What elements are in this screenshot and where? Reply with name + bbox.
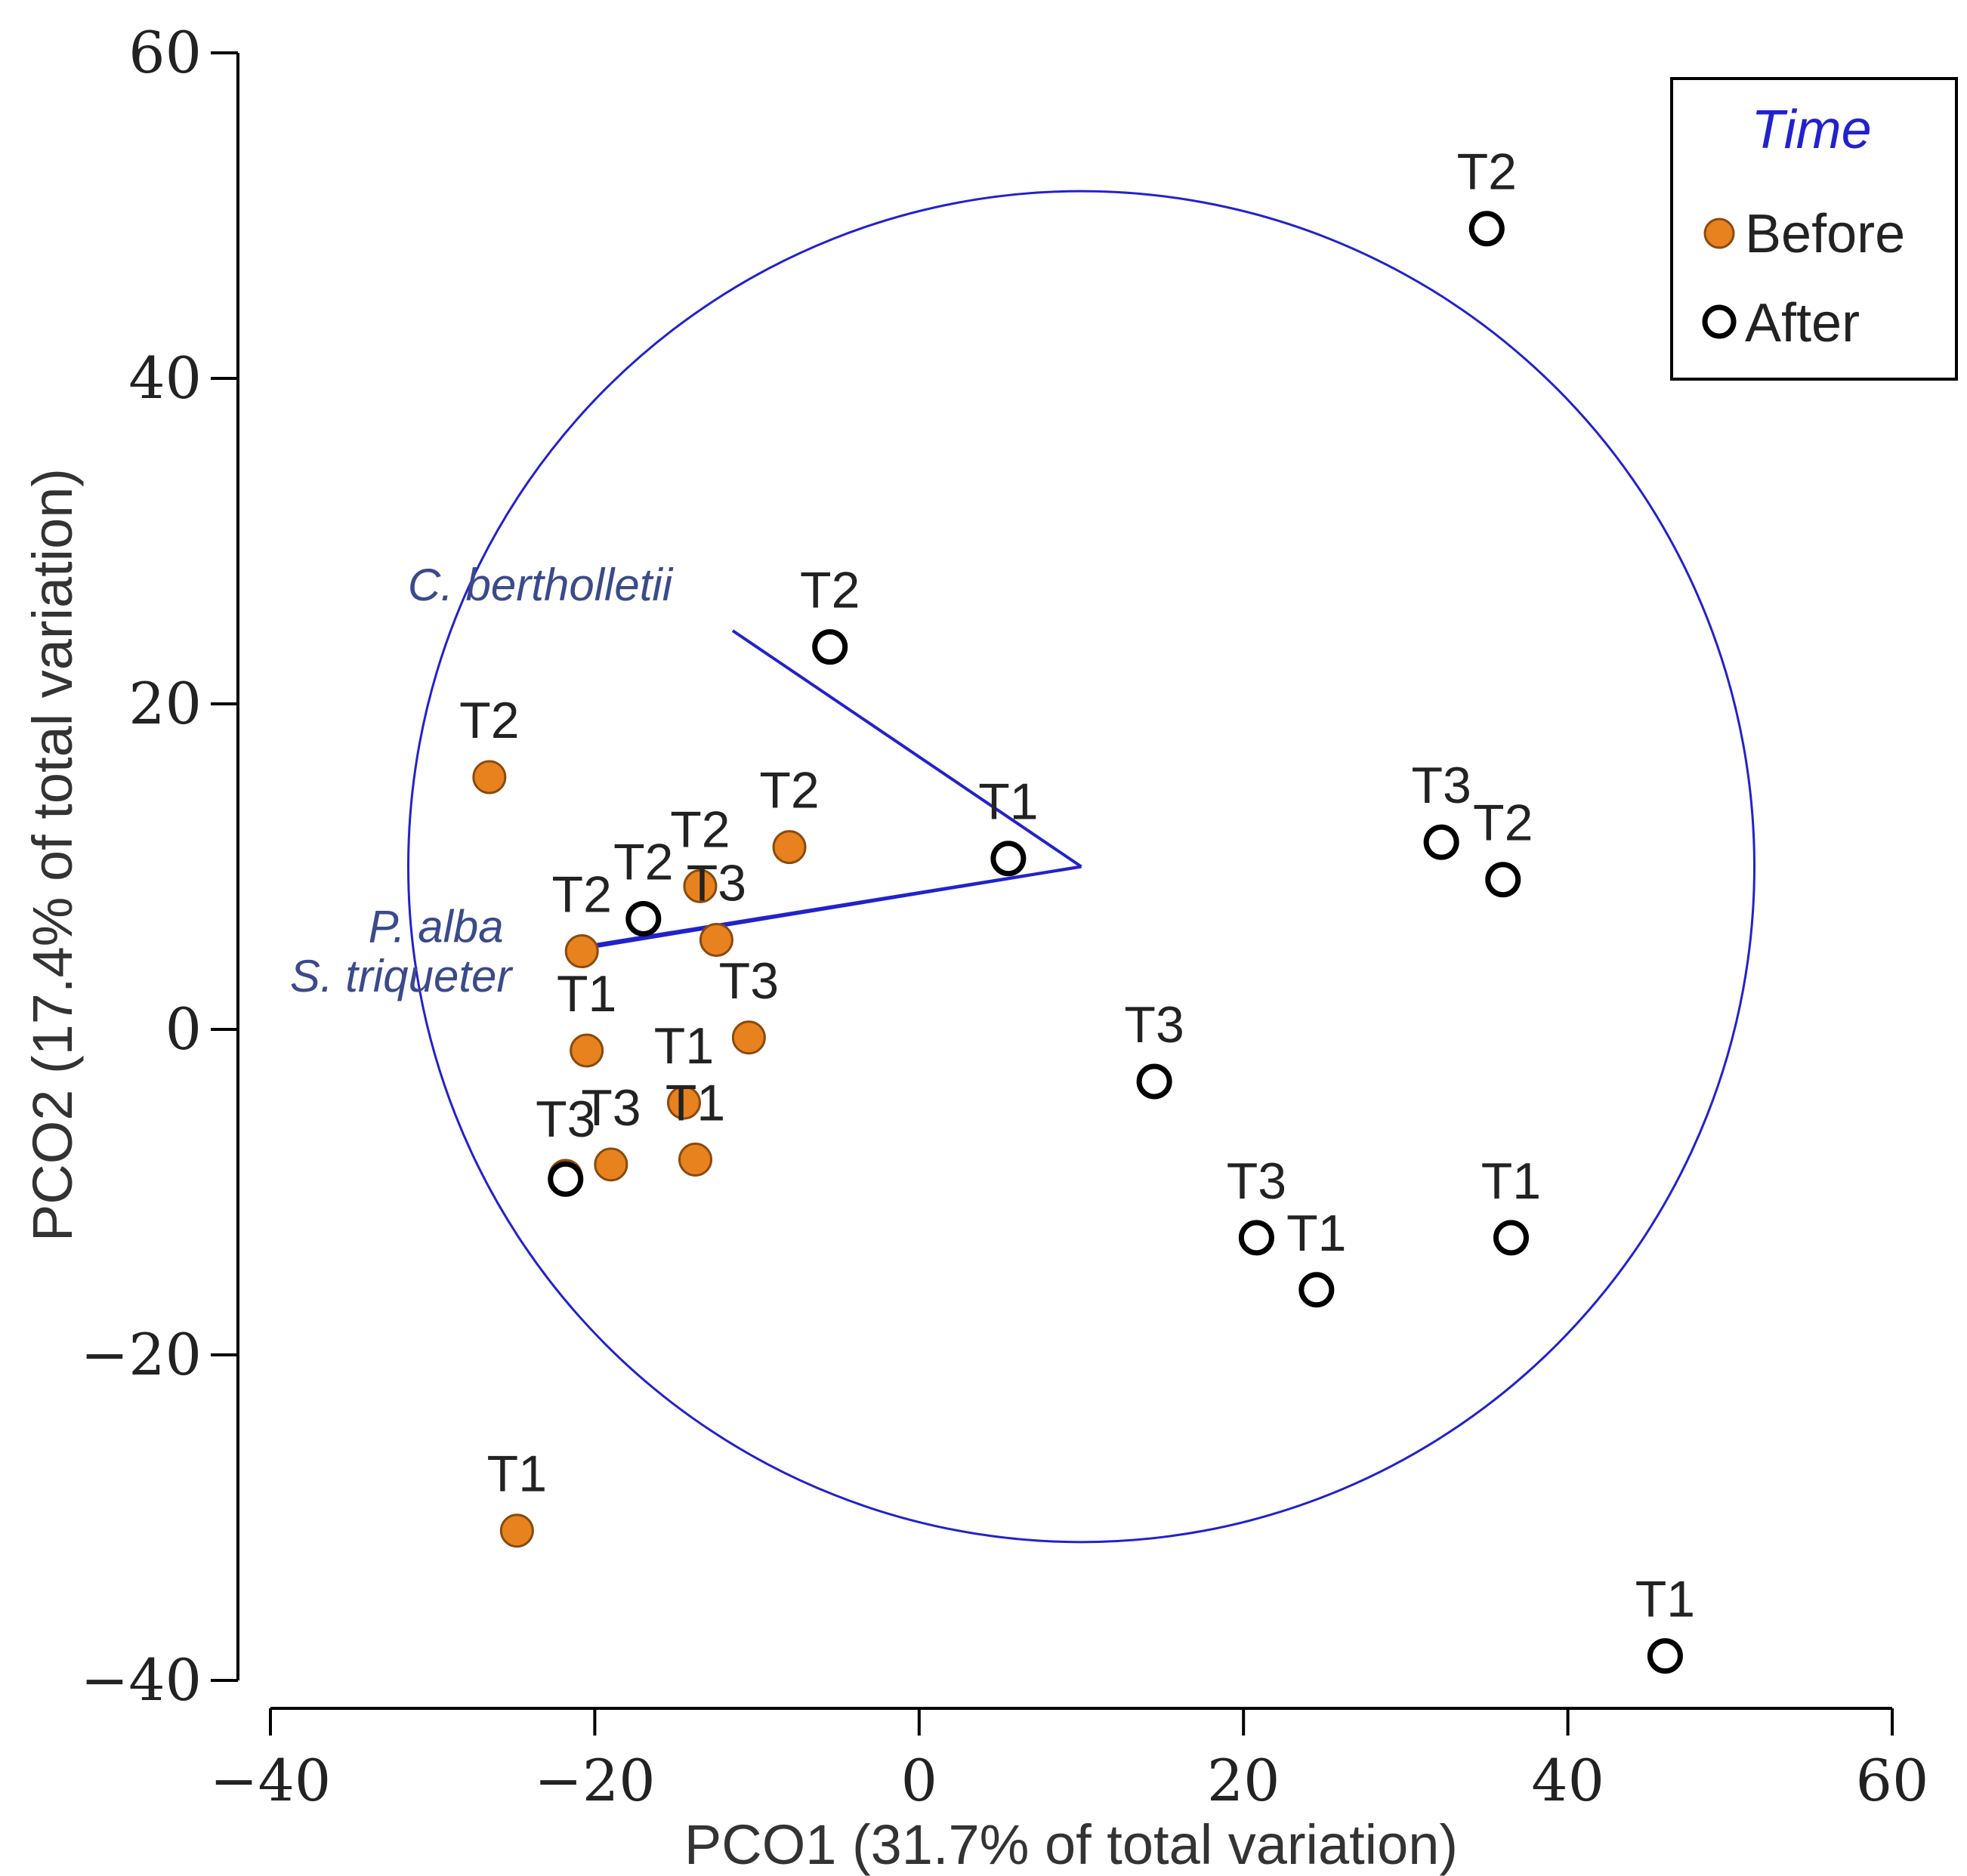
after-point — [1493, 1220, 1529, 1256]
point-label: T3 — [581, 1079, 641, 1137]
point-label: T3 — [536, 1091, 595, 1148]
correlation-circle-layer — [406, 190, 1756, 1544]
legend: Time Before After — [1670, 77, 1958, 381]
axes: −40 −20 0 20 40 60 −40 −20 0 20 40 60 — [81, 19, 1929, 1814]
after-point — [1238, 1220, 1274, 1256]
after-point — [1485, 862, 1521, 898]
before-point — [678, 1142, 713, 1177]
x-axis-title: PCO1 (31.7% of total variation) — [684, 1813, 1458, 1876]
after-point — [812, 629, 848, 665]
y-tick-label: −40 — [81, 1646, 202, 1714]
point-label: T2 — [800, 562, 860, 619]
point-label: T3 — [687, 854, 746, 912]
correlation-circle — [406, 190, 1756, 1544]
before-point — [570, 1033, 604, 1068]
legend-before-marker — [1703, 218, 1735, 249]
point-label: T1 — [654, 1017, 714, 1075]
point-label: T2 — [759, 762, 819, 819]
point-label: T3 — [719, 952, 779, 1010]
vector-label: P. alba — [369, 901, 504, 952]
y-tick-label: 40 — [128, 344, 202, 412]
y-tick-label: −20 — [81, 1321, 202, 1388]
point-label: T2 — [552, 866, 612, 924]
after-point — [1468, 211, 1505, 247]
before-point — [472, 760, 507, 795]
after-point — [1423, 824, 1459, 860]
point-label: T2 — [1473, 795, 1533, 852]
before-point — [683, 869, 718, 903]
point-label: T2 — [670, 801, 730, 858]
before-point — [731, 1020, 766, 1055]
vector-label: C. bertholletii — [408, 560, 674, 610]
before-point — [594, 1147, 628, 1182]
point-label: T1 — [1286, 1205, 1346, 1262]
before-point — [666, 1085, 701, 1120]
after-point — [1647, 1638, 1683, 1674]
x-tick-label: −40 — [210, 1747, 331, 1814]
point-label: T2 — [459, 692, 519, 749]
after-point — [990, 841, 1027, 877]
point-label: T2 — [1457, 143, 1517, 201]
after-point — [548, 1161, 584, 1197]
before-point — [564, 934, 599, 969]
y-tick-label: 20 — [128, 670, 202, 737]
points-layer — [472, 211, 1683, 1674]
after-point — [1136, 1063, 1172, 1100]
point-label: T3 — [1124, 996, 1184, 1054]
y-tick-label: 60 — [128, 19, 202, 86]
point-label: T2 — [613, 833, 673, 890]
after-point — [625, 900, 662, 936]
vector-label: S. triqueter — [290, 951, 513, 1001]
x-tick-label: −20 — [534, 1747, 655, 1814]
before-point — [699, 922, 733, 957]
x-tick-label: 20 — [1207, 1747, 1280, 1814]
point-label: T3 — [1227, 1152, 1286, 1210]
after-point — [1298, 1272, 1335, 1308]
point-label: T1 — [665, 1074, 725, 1131]
point-label: T1 — [978, 773, 1038, 831]
vector-line — [594, 865, 1082, 946]
point-label: T1 — [1635, 1571, 1695, 1628]
legend-after-label: After — [1745, 293, 1860, 353]
vector-line — [731, 629, 1082, 869]
legend-after-marker — [1702, 304, 1737, 339]
point-label: T1 — [1481, 1152, 1541, 1210]
legend-title: Time — [1751, 100, 1871, 160]
point-label: T1 — [487, 1446, 547, 1503]
x-tick-label: 40 — [1531, 1747, 1604, 1814]
point-label: T1 — [557, 965, 616, 1023]
legend-before-label: Before — [1745, 204, 1905, 264]
y-tick-label: 0 — [165, 995, 202, 1063]
before-point — [499, 1513, 534, 1548]
x-tick-label: 60 — [1856, 1747, 1929, 1814]
before-point — [772, 830, 807, 865]
point-label: T3 — [1411, 757, 1471, 814]
y-axis-title: PCO2 (17.4% of total variation) — [21, 468, 84, 1242]
x-tick-label: 0 — [901, 1747, 937, 1814]
